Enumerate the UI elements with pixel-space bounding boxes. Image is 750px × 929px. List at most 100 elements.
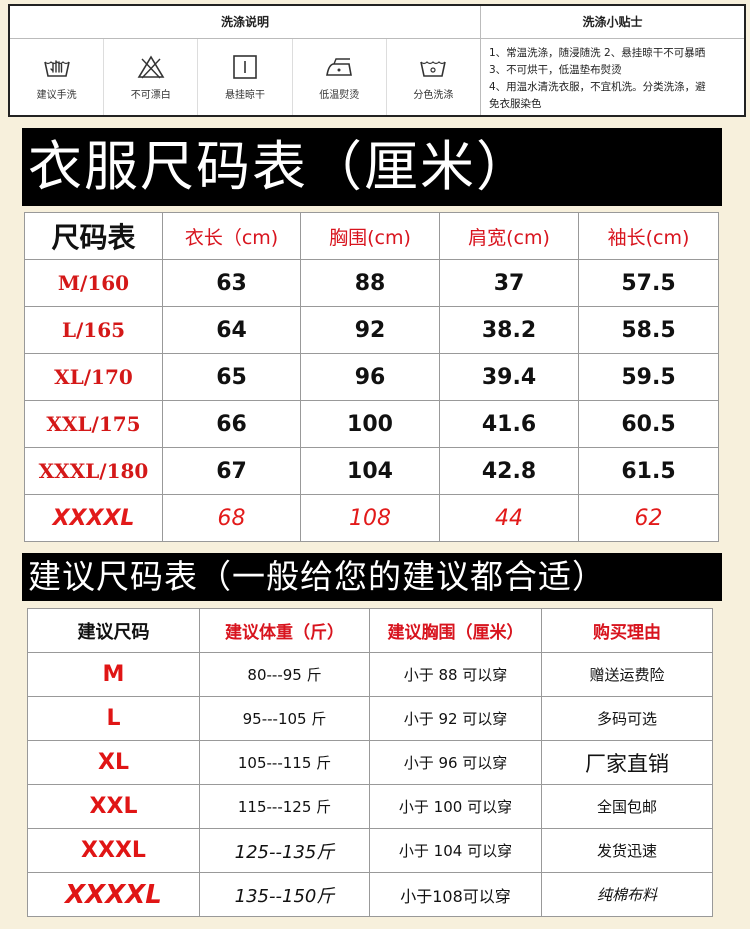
- chest-cell: 小于108可以穿: [369, 872, 542, 917]
- care-label: 分色洗涤: [413, 89, 454, 101]
- value-cell: 88: [300, 259, 440, 307]
- value-cell: 108: [300, 494, 440, 542]
- table-row: L 95---105 斤 小于 92 可以穿 多码可选: [27, 696, 713, 741]
- size-cell: M: [27, 652, 200, 697]
- header-cell: 购买理由: [541, 608, 713, 653]
- value-cell: 62: [578, 494, 719, 542]
- table-row: XXXXL 68 108 44 62: [24, 494, 719, 542]
- recommend-chart-table: 建议尺码 建议体重（斤） 建议胸围（厘米） 购买理由 M 80---95 斤 小…: [27, 608, 713, 917]
- hand-wash-icon: [43, 59, 70, 77]
- reason-cell: 赠送运费险: [541, 652, 713, 697]
- care-instructions: 洗涤说明 建议手洗 不可漂白: [8, 4, 746, 117]
- value-cell: 41.6: [439, 400, 579, 448]
- value-cell: 61.5: [578, 447, 719, 495]
- chest-cell: 小于 88 可以穿: [369, 652, 542, 697]
- separate-wash-icon: [420, 60, 447, 77]
- header-cell: 胸围(cm): [300, 212, 440, 260]
- care-label: 低温熨烫: [319, 89, 360, 101]
- header-cell: 肩宽(cm): [439, 212, 579, 260]
- size-cell: L/165: [24, 306, 163, 354]
- reason-cell: 发货迅速: [541, 828, 713, 873]
- value-cell: 100: [300, 400, 440, 448]
- reason-cell: 纯棉布料: [541, 872, 713, 917]
- care-tip: 1、常温洗涤，随浸随洗 2、悬挂晾干不可暴晒: [489, 47, 706, 59]
- header-cell: 建议体重（斤）: [199, 608, 370, 653]
- reason-cell: 全国包邮: [541, 784, 713, 829]
- value-cell: 64: [162, 306, 301, 354]
- chest-cell: 小于 92 可以穿: [369, 696, 542, 741]
- care-item-hand-wash: 建议手洗: [10, 39, 105, 115]
- value-cell: 63: [162, 259, 301, 307]
- care-tip: 4、用温水清洗衣服，不宜机洗。分类洗涤，避: [489, 81, 706, 93]
- size-cell: XXXL: [27, 828, 200, 873]
- table-row: XL 105---115 斤 小于 96 可以穿 厂家直销: [27, 740, 713, 785]
- care-icon-row: 建议手洗 不可漂白 悬挂晾干: [10, 39, 480, 115]
- size-chart-table: 尺码表 衣长（cm) 胸围(cm) 肩宽(cm) 袖长(cm) M/160 63…: [24, 212, 719, 542]
- size-cell: M/160: [24, 259, 163, 307]
- header-cell: 尺码表: [24, 212, 163, 260]
- care-title: 洗涤说明: [10, 6, 480, 39]
- size-cell: XL/170: [24, 353, 163, 401]
- care-tips: 1、常温洗涤，随浸随洗 2、悬挂晾干不可暴晒 3、不可烘干，低温垫布熨烫 4、用…: [481, 39, 744, 113]
- value-cell: 37: [439, 259, 579, 307]
- value-cell: 59.5: [578, 353, 719, 401]
- chest-cell: 小于 104 可以穿: [369, 828, 542, 873]
- table-row: XXXL/180 67 104 42.8 61.5: [24, 447, 719, 495]
- table-row: XXL/175 66 100 41.6 60.5: [24, 400, 719, 448]
- care-icons-panel: 洗涤说明 建议手洗 不可漂白: [10, 6, 481, 115]
- recommend-chart-header-row: 建议尺码 建议体重（斤） 建议胸围（厘米） 购买理由: [27, 608, 713, 653]
- care-item-separate-wash: 分色洗涤: [387, 39, 480, 115]
- care-tip: 3、不可烘干，低温垫布熨烫: [489, 64, 622, 76]
- value-cell: 39.4: [439, 353, 579, 401]
- care-item-hang-dry: 悬挂晾干: [198, 39, 293, 115]
- care-tips-title: 洗涤小贴士: [481, 6, 744, 39]
- care-item-low-iron: 低温熨烫: [293, 39, 387, 115]
- value-cell: 57.5: [578, 259, 719, 307]
- value-cell: 96: [300, 353, 440, 401]
- size-cell: XL: [27, 740, 200, 785]
- size-cell: XXXL/180: [24, 447, 163, 495]
- table-row: L/165 64 92 38.2 58.5: [24, 306, 719, 354]
- size-cell: XXXXL: [24, 494, 163, 542]
- size-chart-header-row: 尺码表 衣长（cm) 胸围(cm) 肩宽(cm) 袖长(cm): [24, 212, 719, 260]
- low-iron-icon: [326, 57, 353, 76]
- table-row: XXL 115---125 斤 小于 100 可以穿 全国包邮: [27, 784, 713, 829]
- value-cell: 66: [162, 400, 301, 448]
- header-cell: 袖长(cm): [578, 212, 719, 260]
- header-cell: 建议胸围（厘米）: [369, 608, 542, 653]
- care-label: 不可漂白: [130, 89, 171, 101]
- weight-cell: 125--135斤: [199, 828, 370, 873]
- table-row: M/160 63 88 37 57.5: [24, 259, 719, 307]
- weight-cell: 80---95 斤: [199, 652, 370, 697]
- reason-cell: 厂家直销: [541, 740, 713, 785]
- value-cell: 92: [300, 306, 440, 354]
- value-cell: 67: [162, 447, 301, 495]
- weight-cell: 105---115 斤: [199, 740, 370, 785]
- table-row: M 80---95 斤 小于 88 可以穿 赠送运费险: [27, 652, 713, 697]
- size-cell: XXXXL: [27, 872, 200, 917]
- value-cell: 104: [300, 447, 440, 495]
- value-cell: 58.5: [578, 306, 719, 354]
- value-cell: 68: [162, 494, 301, 542]
- value-cell: 60.5: [578, 400, 719, 448]
- table-row: XL/170 65 96 39.4 59.5: [24, 353, 719, 401]
- chest-cell: 小于 100 可以穿: [369, 784, 542, 829]
- care-label: 建议手洗: [36, 89, 77, 101]
- size-cell: XXL/175: [24, 400, 163, 448]
- care-tips-panel: 洗涤小贴士 1、常温洗涤，随浸随洗 2、悬挂晾干不可暴晒 3、不可烘干，低温垫布…: [481, 6, 744, 115]
- size-cell: XXL: [27, 784, 200, 829]
- value-cell: 38.2: [439, 306, 579, 354]
- hang-dry-icon: [233, 54, 257, 79]
- value-cell: 44: [439, 494, 579, 542]
- table-row: XXXXL 135--150斤 小于108可以穿 纯棉布料: [27, 872, 713, 917]
- value-cell: 42.8: [439, 447, 579, 495]
- reason-cell: 多码可选: [541, 696, 713, 741]
- care-tip: 免衣服染色: [489, 98, 542, 110]
- table-row: XXXL 125--135斤 小于 104 可以穿 发货迅速: [27, 828, 713, 873]
- size-chart-title: 衣服尺码表（厘米）: [22, 128, 722, 206]
- weight-cell: 95---105 斤: [199, 696, 370, 741]
- care-item-no-bleach: 不可漂白: [104, 39, 199, 115]
- value-cell: 65: [162, 353, 301, 401]
- no-bleach-icon: [137, 54, 165, 78]
- care-label: 悬挂晾干: [225, 89, 265, 101]
